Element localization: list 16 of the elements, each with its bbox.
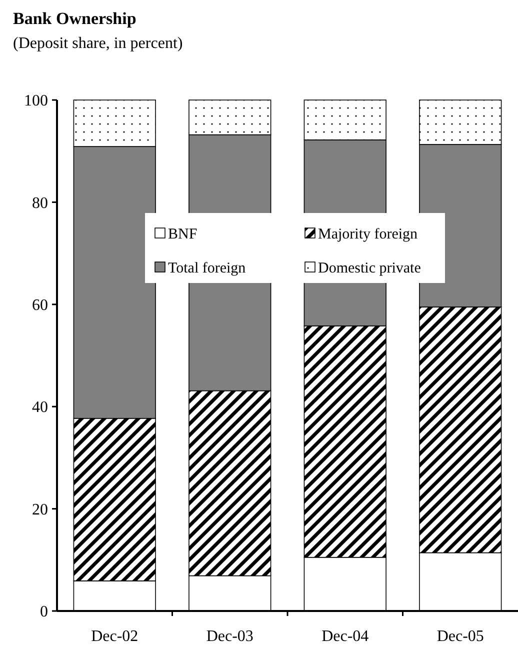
legend-label: BNF (168, 226, 198, 242)
legend-label: Majority foreign (318, 226, 418, 242)
x-tick-label: Dec-04 (322, 628, 369, 645)
y-tick-label: 20 (32, 501, 48, 518)
y-tick-label: 0 (40, 604, 48, 621)
y-tick-label: 40 (32, 399, 48, 416)
legend-label: Total foreign (168, 260, 246, 276)
legend-label: Domestic private (318, 260, 422, 276)
y-tick-label: 100 (24, 92, 48, 110)
chart-title: Bank Ownership (13, 9, 136, 28)
x-tick-label: Dec-05 (436, 628, 484, 645)
y-tick-label: 60 (32, 297, 48, 314)
chart-subtitle: (Deposit share, in percent) (13, 35, 183, 52)
y-tick-label: 80 (32, 194, 48, 212)
x-tick-label: Dec-02 (91, 628, 138, 645)
x-tick-label: Dec-03 (206, 628, 254, 645)
